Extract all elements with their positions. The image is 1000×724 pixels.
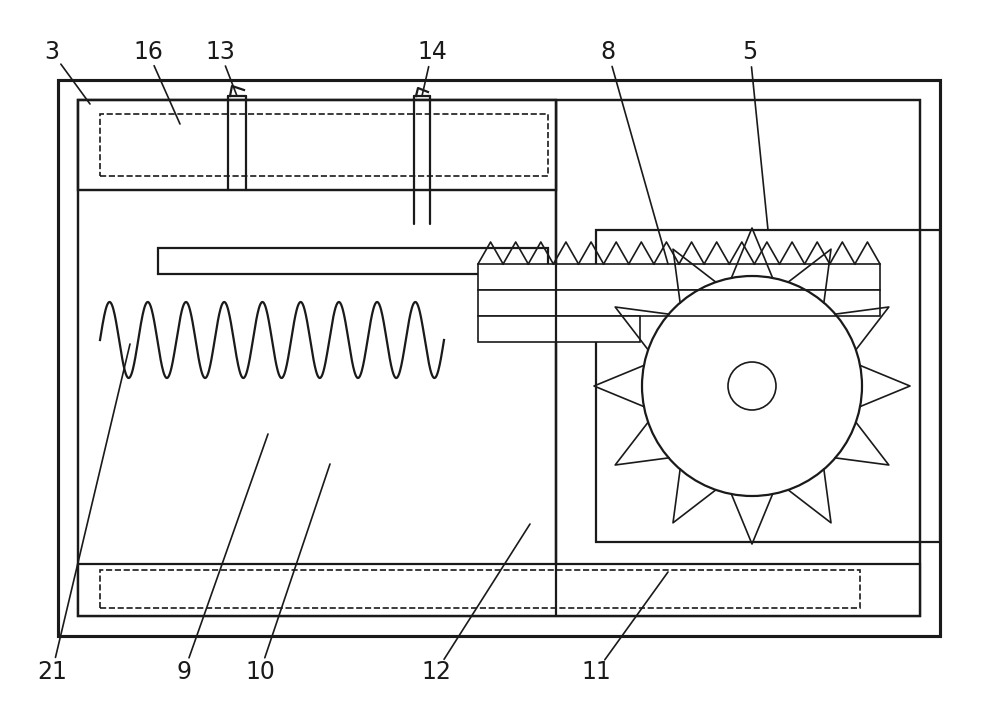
Bar [78,100,920,616]
Bar [478,316,640,342]
Bar [158,248,548,274]
Text: 11: 11 [581,660,611,684]
Text: 10: 10 [245,660,275,684]
Bar [478,290,880,316]
Text: 14: 14 [417,40,447,64]
Bar [100,570,860,608]
Bar [58,80,940,636]
Bar [478,264,880,290]
Bar [58,80,940,636]
Text: 12: 12 [421,660,451,684]
Bar [100,114,548,176]
Text: 5: 5 [742,40,758,64]
Text: 16: 16 [133,40,163,64]
Bar [78,100,556,190]
Text: 9: 9 [176,660,192,684]
Bar [78,564,920,616]
Text: 3: 3 [44,40,60,64]
Bar [596,230,940,542]
Text: 8: 8 [600,40,616,64]
Text: 21: 21 [37,660,67,684]
Text: 13: 13 [205,40,235,64]
Bar [78,100,920,616]
Bar [78,100,556,190]
